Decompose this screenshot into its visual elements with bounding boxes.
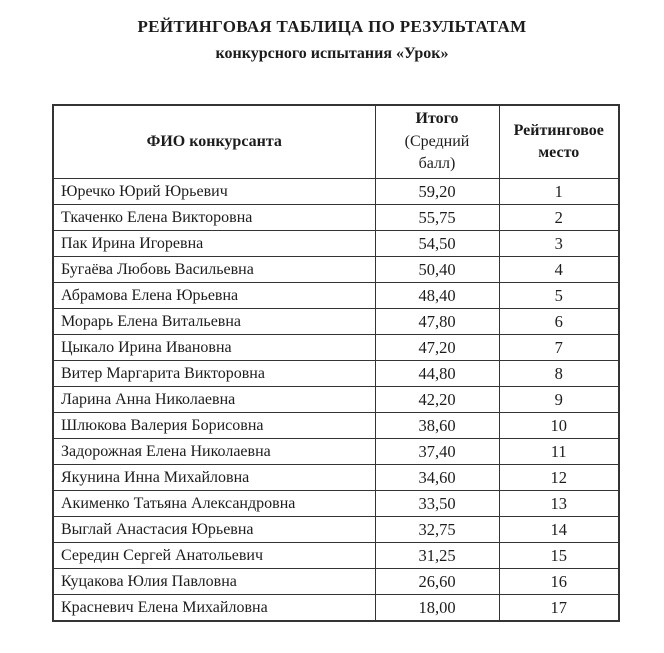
contestant-name-cell: Середин Сергей Анатольевич [52,542,376,569]
rating-place-cell: 5 [498,282,620,309]
table-row: Акименко Татьяна Александровна 33,50 13 [52,490,620,517]
page-title: РЕЙТИНГОВАЯ ТАБЛИЦА ПО РЕЗУЛЬТАТАМ конку… [0,0,664,63]
table-row: Абрамова Елена Юрьевна 48,40 5 [52,282,620,309]
average-score-cell: 26,60 [374,568,500,595]
contestant-name-cell: Морарь Елена Витальевна [52,308,376,335]
average-score-cell: 31,25 [374,542,500,569]
table-row: Ларина Анна Николаевна 42,20 9 [52,386,620,413]
rating-place-cell: 4 [498,256,620,283]
table-row: Красневич Елена Михайловна 18,00 17 [52,594,620,622]
header-row: ФИО конкурсанта Итого (Средний балл) Рей… [52,104,620,179]
average-score-cell: 38,60 [374,412,500,439]
rating-place-cell: 17 [498,594,620,622]
rating-place-cell: 12 [498,464,620,491]
table-row: Куцакова Юлия Павловна 26,60 16 [52,568,620,595]
page-title-line1: РЕЙТИНГОВАЯ ТАБЛИЦА ПО РЕЗУЛЬТАТАМ [137,17,527,36]
page-title-line2: конкурсного испытания «Урок» [215,45,449,62]
table-row: Юречко Юрий Юрьевич 59,20 1 [52,178,620,205]
average-score-cell: 42,20 [374,386,500,413]
table-row: Морарь Елена Витальевна 47,80 6 [52,308,620,335]
table-row: Ткаченко Елена Викторовна 55,75 2 [52,204,620,231]
average-score-cell: 44,80 [374,360,500,387]
column-header-name: ФИО конкурсанта [52,104,376,179]
contestant-name-cell: Красневич Елена Михайловна [52,594,376,622]
table-row: Витер Маргарита Викторовна 44,80 8 [52,360,620,387]
rating-place-cell: 1 [498,178,620,205]
rating-place-cell: 6 [498,308,620,335]
table-row: Середин Сергей Анатольевич 31,25 15 [52,542,620,569]
average-score-cell: 34,60 [374,464,500,491]
rating-place-cell: 14 [498,516,620,543]
average-score-cell: 55,75 [374,204,500,231]
contestant-name-cell: Юречко Юрий Юрьевич [52,178,376,205]
rating-place-cell: 16 [498,568,620,595]
rating-place-cell: 11 [498,438,620,465]
average-score-cell: 50,40 [374,256,500,283]
contestant-name-cell: Абрамова Елена Юрьевна [52,282,376,309]
average-score-cell: 59,20 [374,178,500,205]
rating-table: ФИО конкурсанта Итого (Средний балл) Рей… [52,104,620,622]
table-body: Юречко Юрий Юрьевич 59,20 1 Ткаченко Елена … [52,178,620,622]
average-score-cell: 48,40 [374,282,500,309]
rating-place-cell: 7 [498,334,620,361]
table-row: Якунина Инна Михайловна 34,60 12 [52,464,620,491]
contestant-name-cell: Ларина Анна Николаевна [52,386,376,413]
column-header-score: Итого (Средний балл) [374,104,500,179]
rating-place-cell: 9 [498,386,620,413]
contestant-name-cell: Якунина Инна Михайловна [52,464,376,491]
table-row: Шлюкова Валерия Борисовна 38,60 10 [52,412,620,439]
contestant-name-cell: Ткаченко Елена Викторовна [52,204,376,231]
contestant-name-cell: Цыкало Ирина Ивановна [52,334,376,361]
contestant-name-cell: Куцакова Юлия Павловна [52,568,376,595]
contestant-name-cell: Акименко Татьяна Александровна [52,490,376,517]
column-header-score-main: Итого [415,110,459,128]
contestant-name-cell: Шлюкова Валерия Борисовна [52,412,376,439]
average-score-cell: 47,20 [374,334,500,361]
contestant-name-cell: Бугаёва Любовь Васильевна [52,256,376,283]
contestant-name-cell: Задорожная Елена Николаевна [52,438,376,465]
rating-table-header: ФИО конкурсанта Итого (Средний балл) Рей… [52,104,620,179]
average-score-cell: 37,40 [374,438,500,465]
average-score-cell: 18,00 [374,594,500,622]
rating-place-cell: 10 [498,412,620,439]
table-row: Пак Ирина Игоревна 54,50 3 [52,230,620,257]
table-row: Задорожная Елена Николаевна 37,40 11 [52,438,620,465]
rating-place-cell: 8 [498,360,620,387]
column-header-rank: Рейтинговое место [498,104,620,179]
table-row: Цыкало Ирина Ивановна 47,20 7 [52,334,620,361]
rating-place-cell: 15 [498,542,620,569]
average-score-cell: 54,50 [374,230,500,257]
contestant-name-cell: Пак Ирина Игоревна [52,230,376,257]
rating-place-cell: 2 [498,204,620,231]
column-header-rank-label: Рейтинговое место [513,121,604,161]
rating-place-cell: 3 [498,230,620,257]
column-header-score-sub: (Средний балл) [404,132,470,173]
rating-place-cell: 13 [498,490,620,517]
average-score-cell: 32,75 [374,516,500,543]
average-score-cell: 33,50 [374,490,500,517]
contestant-name-cell: Витер Маргарита Викторовна [52,360,376,387]
table-row: Бугаёва Любовь Васильевна 50,40 4 [52,256,620,283]
contestant-name-cell: Выглай Анастасия Юрьевна [52,516,376,543]
average-score-cell: 47,80 [374,308,500,335]
table-row: Выглай Анастасия Юрьевна 32,75 14 [52,516,620,543]
